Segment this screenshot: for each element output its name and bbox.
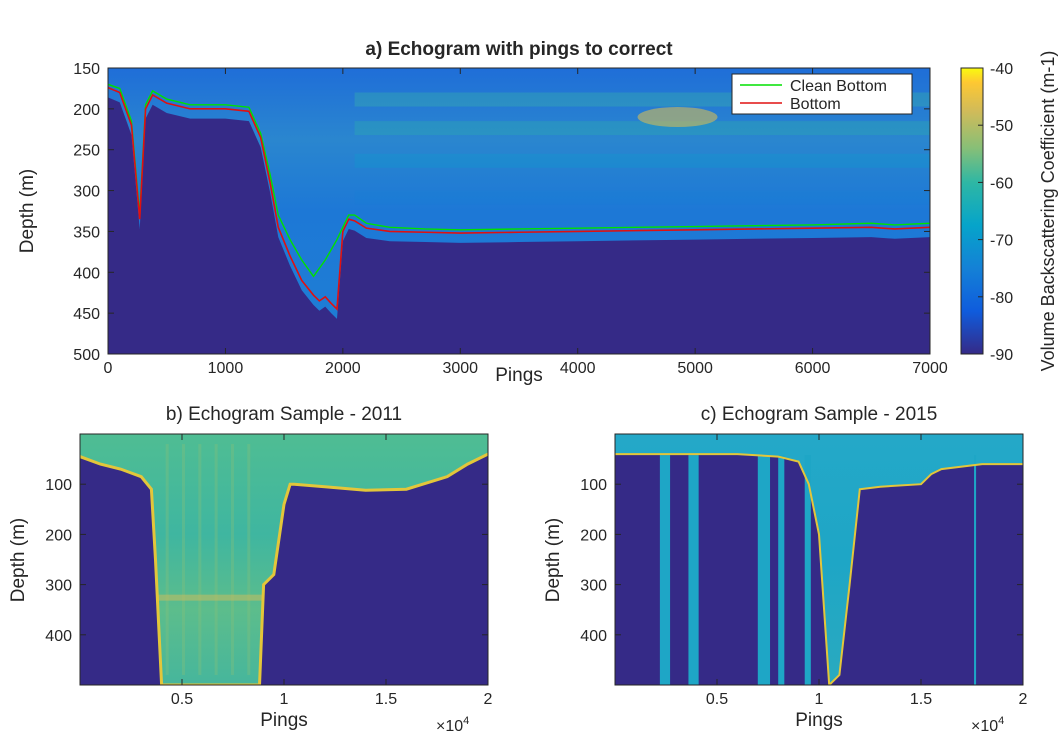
x-tick-label: 2000 xyxy=(325,360,361,377)
streak xyxy=(247,444,251,675)
y-tick-label: 100 xyxy=(45,477,72,494)
colorbar-gradient xyxy=(960,67,984,355)
panel-c-ticks: 0.5 1 1.5 2 100 200 300 400 xyxy=(580,434,1028,708)
legend: Clean Bottom Bottom xyxy=(731,73,913,115)
panel-c-ylabel: Depth (m) xyxy=(543,518,564,602)
clean-bottom-line xyxy=(108,83,930,278)
x-tick-label: 0 xyxy=(104,360,113,377)
panel-a-title: a) Echogram with pings to correct xyxy=(365,39,673,60)
panel-a-ylabel: Depth (m) xyxy=(17,169,38,253)
legend-label-clean-bottom: Clean Bottom xyxy=(790,78,887,95)
panel-c-title: c) Echogram Sample - 2015 xyxy=(701,404,938,425)
gap-column xyxy=(778,455,785,685)
streak xyxy=(165,444,169,675)
y-tick-label: 300 xyxy=(73,184,100,201)
panel-a-seabed xyxy=(108,94,930,354)
panel-c-bottom-edge xyxy=(615,453,1023,685)
panel-a-axes-box xyxy=(107,67,931,355)
x-tick-label: 5000 xyxy=(677,360,713,377)
panel-b-ylabel: Depth (m) xyxy=(8,518,29,602)
y-tick-label: 300 xyxy=(580,578,607,595)
x-tick-label: 1 xyxy=(815,691,824,708)
colorbar-tick-label: -90 xyxy=(990,347,1013,364)
colorbar-tick-label: -70 xyxy=(990,233,1013,250)
panel-a-bottom-lines xyxy=(108,83,930,311)
gap-column xyxy=(659,455,671,685)
colorbar-ticks: -40 -50 -60 -70 -80 -90 xyxy=(978,61,1013,364)
x-tick-label: 1.5 xyxy=(910,691,932,708)
scatter-band xyxy=(354,121,930,136)
y-tick-label: 400 xyxy=(580,628,607,645)
legend-box xyxy=(731,73,913,115)
panel-c-seabed xyxy=(615,454,1023,685)
panel-c: c) Echogram Sample - 2015 0.5 1 1.5 2 100 200… xyxy=(543,404,1028,735)
panel-c-x-multiplier: ×104 xyxy=(971,715,1004,735)
streak xyxy=(230,444,234,675)
x-tick-label: 1.5 xyxy=(375,691,397,708)
x-tick-label: 3000 xyxy=(442,360,478,377)
panel-c-xlabel: Pings xyxy=(795,710,843,731)
streak xyxy=(214,444,218,675)
y-tick-label: 150 xyxy=(73,61,100,78)
x-tick-label: 0.5 xyxy=(171,691,193,708)
y-tick-label: 400 xyxy=(45,628,72,645)
x-tick-label: 1 xyxy=(280,691,289,708)
gap-column xyxy=(804,455,811,685)
gap-column xyxy=(757,455,771,685)
x-tick-label: 0.5 xyxy=(706,691,728,708)
gap-column xyxy=(688,455,699,685)
colorbar-tick-label: -80 xyxy=(990,290,1013,307)
y-tick-label: 200 xyxy=(45,527,72,544)
scatter-layer xyxy=(157,594,264,601)
streak xyxy=(198,444,202,675)
scatter-band xyxy=(354,153,930,168)
y-tick-label: 350 xyxy=(73,224,100,241)
scatter-band xyxy=(354,190,930,205)
y-tick-label: 300 xyxy=(45,578,72,595)
y-tick-label: 200 xyxy=(580,527,607,544)
colorbar-tick-label: -60 xyxy=(990,175,1013,192)
x-tick-label: 4000 xyxy=(560,360,596,377)
y-tick-label: 500 xyxy=(73,347,100,364)
x-tick-label: 6000 xyxy=(795,360,831,377)
y-tick-label: 450 xyxy=(73,306,100,323)
colorbar-tick-label: -50 xyxy=(990,118,1013,135)
streak xyxy=(182,444,185,675)
x-tick-label: 1000 xyxy=(208,360,244,377)
colorbar: -40 -50 -60 -70 -80 -90 Volume Backscattering… xyxy=(960,51,1058,372)
panel-b-seabed xyxy=(80,454,488,685)
panel-a-xlabel: Pings xyxy=(495,365,543,386)
panel-b-x-multiplier: ×104 xyxy=(436,715,469,735)
panel-b-ticks: 0.5 1 1.5 2 100 200 300 400 xyxy=(45,434,493,708)
panel-b-streaks xyxy=(157,444,264,675)
colorbar-label: Volume Backscattering Coefficient (m-1) xyxy=(1038,51,1058,372)
panel-b-xlabel: Pings xyxy=(260,710,308,731)
x-tick-label: 2 xyxy=(1019,691,1028,708)
x-tick-label: 2 xyxy=(484,691,493,708)
panel-a: a) Echogram with pings to correct 0 1000 2… xyxy=(17,39,1058,386)
bottom-line xyxy=(108,86,930,311)
colorbar-tick-label: -40 xyxy=(990,61,1013,78)
panel-b-title: b) Echogram Sample - 2011 xyxy=(166,404,402,425)
panel-b: b) Echogram Sample - 2011 0.5 1 1.5 2 100 200… xyxy=(8,404,493,735)
y-tick-label: 250 xyxy=(73,143,100,160)
panel-b-bottom-edge xyxy=(80,452,488,685)
y-tick-label: 200 xyxy=(73,102,100,119)
panel-a-ticks: 0 1000 2000 3000 4000 5000 6000 7000 150 200 250 30… xyxy=(73,61,948,377)
panel-c-gap-columns xyxy=(659,455,977,685)
legend-label-bottom: Bottom xyxy=(790,96,841,113)
y-tick-label: 100 xyxy=(580,477,607,494)
x-tick-label: 7000 xyxy=(912,360,948,377)
y-tick-label: 400 xyxy=(73,265,100,282)
gap-column xyxy=(974,455,977,685)
fish-school xyxy=(637,107,718,128)
